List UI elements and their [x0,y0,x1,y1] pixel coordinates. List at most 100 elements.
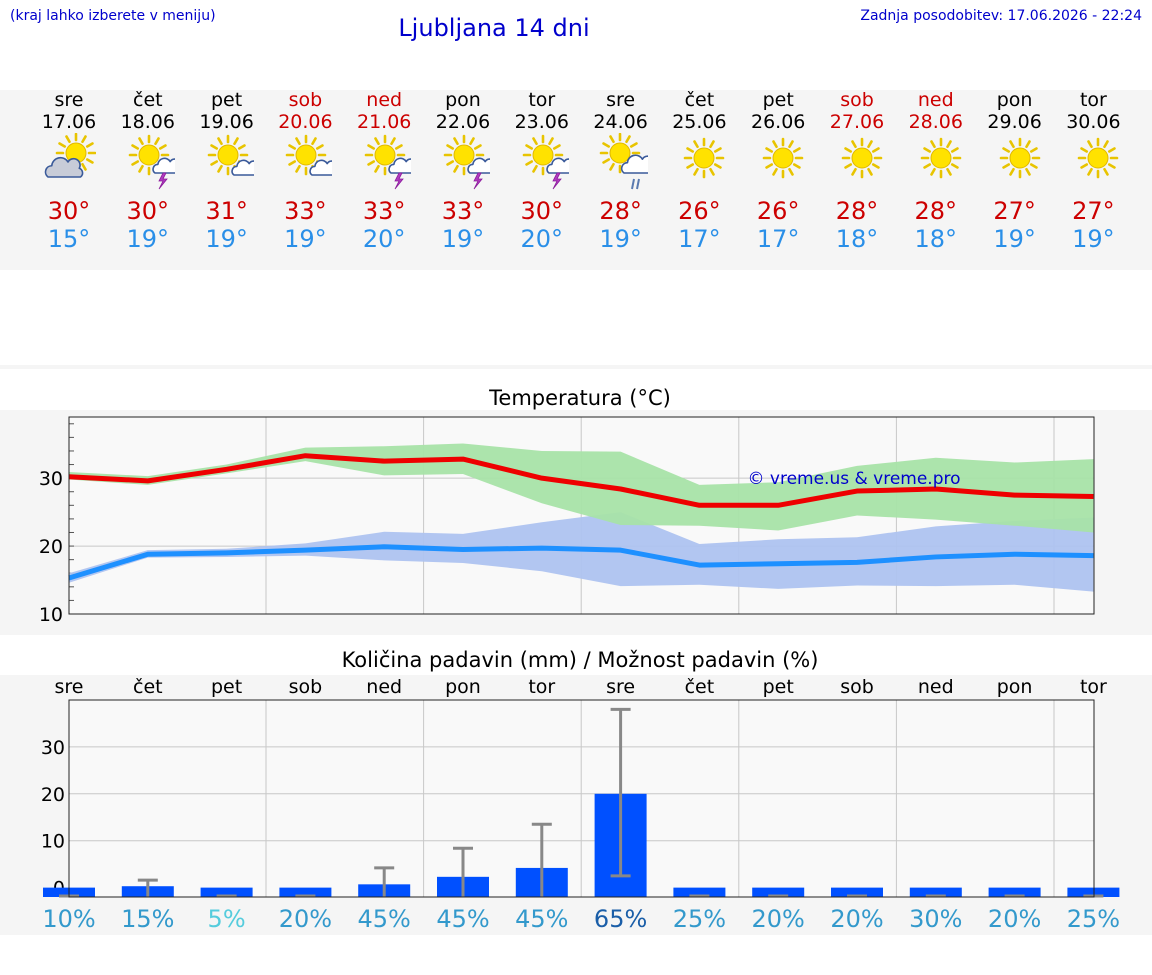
sun-thunderstorm-icon [443,134,490,190]
day-name: tor [1079,89,1107,111]
day-date: 18.06 [120,111,175,133]
precipitation-y-tick-label: 20 [41,784,65,806]
precipitation-bar [279,887,332,897]
min-temperature: 18° [835,225,879,253]
day-date: 21.06 [356,111,412,133]
last-updated: Zadnja posodobitev: 17.06.2026 - 22:24 [860,8,1142,24]
day-date: 28.06 [908,111,963,133]
day-column: pon 22.06 33° 19° [423,89,503,259]
min-temperature: 17° [678,225,721,253]
min-temperature: 15° [47,225,91,253]
day-name: sre [606,89,636,111]
day-date: 26.06 [750,111,806,133]
precipitation-day-label: ned [918,676,954,698]
precipitation-day-label: sob [840,676,874,698]
day-name: čet [133,89,163,111]
precipitation-day-label: pon [445,676,481,698]
watermark: © vreme.us & vreme.pro [747,469,960,489]
precipitation-day-label: ned [366,676,402,698]
day-name: tor [528,89,556,111]
max-temperature: 28° [914,197,958,225]
day-date: 20.06 [278,111,333,133]
day-name: pet [210,89,243,111]
max-temperature: 28° [835,197,879,225]
precipitation-day-label: sob [289,676,323,698]
partly-cloudy-icon [44,133,96,178]
sun-rain-icon [599,133,648,190]
day-name: sob [288,89,323,111]
precipitation-plot-frame [68,699,1095,898]
precipitation-day-label: pet [763,676,794,698]
temperature-y-tick-label: 10 [39,604,63,626]
sun-cloud-icon [207,134,254,176]
min-temperature-band [69,512,1094,592]
day-column: sre 17.06 30° 15° [29,89,109,259]
daily-forecast-strip [0,90,1152,270]
precipitation-probability: 45% [436,905,489,933]
precipitation-probability: 15% [121,905,174,933]
min-temperature: 17° [756,225,800,253]
day-date: 17.06 [41,111,97,133]
day-date: 25.06 [672,111,727,133]
precipitation-day-label: čet [685,676,715,698]
precipitation-bar [752,887,805,897]
day-column: pet 19.06 31° 19° [187,89,267,259]
min-temperature-line [68,544,1094,581]
day-column: sob 20.06 33° 19° [265,89,345,259]
day-name: pon [445,89,481,111]
precipitation-probability: 5% [208,905,246,933]
sun-thunderstorm-icon [364,134,412,190]
day-column: čet 18.06 30° 19° [108,89,188,259]
max-temperature: 28° [599,197,642,225]
day-column: ned 21.06 33° 20° [344,89,424,259]
precipitation-bar [673,887,726,897]
day-column: čet 25.06 26° 17° [659,89,739,259]
max-temperature: 33° [362,197,406,225]
temperature-chart: 10 20 30 © vreme.us & vreme.pro [39,416,1095,626]
min-temperature: 19° [1072,225,1115,253]
precipitation-day-label: čet [133,676,163,698]
sun-thunderstorm-icon [522,134,569,190]
sun-icon [841,137,883,179]
sun-icon [920,137,962,179]
sun-icon [999,137,1040,179]
min-temperature: 19° [599,225,642,253]
day-date: 22.06 [435,111,491,133]
temperature-chart-title: Temperatura (°C) [489,386,671,410]
max-temperature: 30° [520,197,564,225]
day-column: ned 28.06 28° 18° [896,89,976,259]
sun-cloud-icon [286,134,333,176]
precipitation-bar [831,887,883,897]
precipitation-day-label: tor [528,676,555,698]
day-date: 24.06 [593,111,648,133]
temperature-y-tick-label: 30 [39,468,63,490]
precipitation-chart-title: Količina padavin (mm) / Možnost padavin … [341,648,819,672]
min-temperature: 19° [441,225,485,253]
precipitation-day-label: pon [997,676,1033,698]
precipitation-bar [988,887,1041,897]
precipitation-probability: 20% [830,905,883,933]
max-temperature-band [69,443,1094,533]
min-temperature: 20° [362,225,406,253]
precipitation-probability: 25% [673,905,726,933]
max-temperature: 31° [205,197,248,225]
day-name: ned [366,89,403,111]
day-column: sre 24.06 28° 19° [581,89,661,259]
min-temperature: 20° [520,225,564,253]
precipitation-probability: 25% [1067,905,1120,933]
precipitation-probability: 20% [279,905,332,933]
page-title: Ljubljana 14 dni [398,14,590,42]
day-name: ned [917,89,954,111]
day-column: pon 29.06 27° 19° [975,89,1055,259]
precipitation-probability: 20% [752,905,805,933]
precipitation-day-label: sre [606,676,635,698]
max-temperature: 33° [284,197,327,225]
temperature-plot-frame [68,416,1095,615]
day-date: 19.06 [199,111,254,133]
max-temperature: 27° [993,197,1036,225]
min-temperature: 19° [205,225,248,253]
precipitation-day-label: sre [55,676,84,698]
min-temperature: 19° [126,225,170,253]
sun-icon [1078,137,1119,179]
